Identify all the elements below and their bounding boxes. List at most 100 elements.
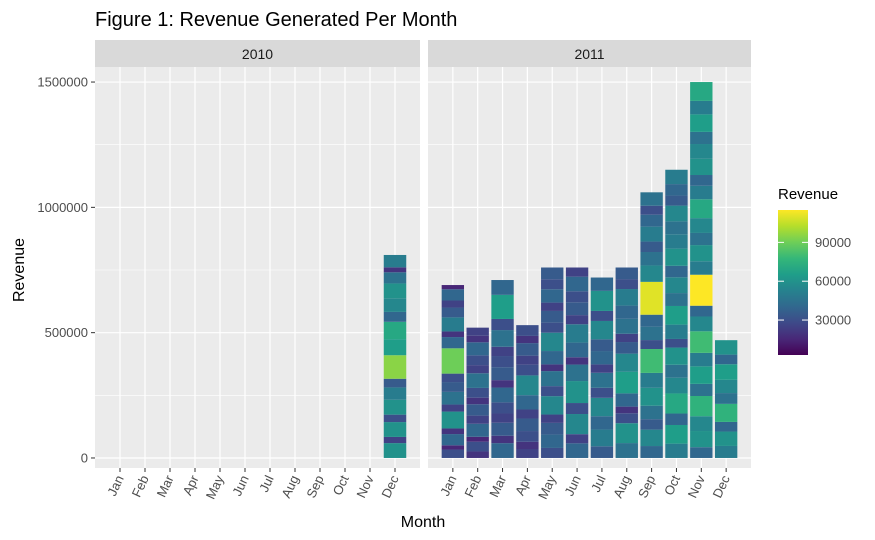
bar-segment bbox=[714, 421, 738, 432]
bar-segment bbox=[516, 325, 539, 336]
bar-segment bbox=[640, 349, 663, 373]
legend-colorbar bbox=[778, 210, 808, 355]
bar-segment bbox=[466, 415, 489, 424]
bar-segment bbox=[516, 343, 539, 356]
bar-segment bbox=[383, 436, 407, 444]
bar-segment bbox=[690, 199, 713, 219]
bar-segment bbox=[466, 404, 489, 416]
bar-segment bbox=[690, 114, 713, 132]
bar-segment bbox=[665, 413, 688, 425]
bar-segment bbox=[541, 351, 564, 365]
bar-segment bbox=[690, 185, 713, 200]
bar-segment bbox=[541, 386, 564, 397]
chart-title: Figure 1: Revenue Generated Per Month bbox=[95, 9, 457, 31]
bar-segment bbox=[615, 413, 638, 424]
bar-segment bbox=[665, 347, 688, 365]
bar-segment bbox=[690, 416, 713, 432]
bar-segment bbox=[516, 409, 539, 419]
bar-segment bbox=[565, 414, 589, 435]
bar-segment bbox=[541, 422, 564, 435]
bar-segment bbox=[590, 339, 614, 352]
bar-segment bbox=[466, 397, 489, 405]
bar-segment bbox=[615, 393, 638, 407]
bar-segment bbox=[665, 293, 688, 306]
bar-segment bbox=[383, 321, 407, 340]
bar-segment bbox=[441, 285, 465, 290]
bar-segment bbox=[690, 144, 713, 159]
bar-segment bbox=[491, 294, 514, 319]
bar-segment bbox=[565, 342, 589, 358]
bar-segment bbox=[665, 338, 688, 348]
bar-segment bbox=[383, 355, 407, 379]
bar-segment bbox=[665, 424, 688, 444]
bar-segment bbox=[516, 355, 539, 365]
facet-strip-label: 2011 bbox=[574, 46, 604, 62]
bar-segment bbox=[441, 404, 465, 412]
bar-segment bbox=[441, 331, 465, 338]
bar-segment bbox=[590, 320, 614, 340]
bar-segment bbox=[665, 221, 688, 235]
bar-segment bbox=[640, 405, 663, 420]
bar-segment bbox=[640, 326, 663, 341]
bar-segment bbox=[690, 447, 713, 458]
bars-2010 bbox=[383, 254, 407, 458]
bar-segment bbox=[541, 289, 564, 303]
bar-segment bbox=[541, 434, 564, 448]
bar-segment bbox=[441, 391, 465, 405]
bar-segment bbox=[615, 318, 638, 334]
bar-segment bbox=[615, 443, 638, 458]
bar-segment bbox=[690, 232, 713, 246]
bar-segment bbox=[441, 382, 465, 392]
bar-segment bbox=[690, 352, 713, 367]
bar-segment bbox=[565, 357, 589, 365]
facet-strip bbox=[428, 40, 751, 67]
bar-segment bbox=[383, 399, 407, 415]
bar-segment bbox=[516, 375, 539, 396]
bar-segment bbox=[441, 373, 465, 383]
bar-segment bbox=[466, 335, 489, 343]
bar-segment bbox=[565, 381, 589, 404]
bar-segment bbox=[590, 397, 614, 417]
facet-strip-label: 2010 bbox=[242, 46, 273, 62]
bar-segment bbox=[466, 327, 489, 336]
bar-segment bbox=[665, 195, 688, 206]
bar-segment bbox=[690, 305, 713, 317]
legend-ticks: 30000 60000 90000 bbox=[778, 235, 851, 328]
bar-segment bbox=[541, 279, 564, 290]
bar-segment bbox=[640, 252, 663, 266]
bar-segment bbox=[491, 346, 514, 357]
bar-segment bbox=[441, 449, 465, 458]
bar-segment bbox=[690, 175, 713, 186]
bar-segment bbox=[541, 302, 564, 311]
bar-segment bbox=[590, 416, 614, 430]
bar-segment bbox=[640, 429, 663, 447]
bar-segment bbox=[541, 371, 564, 387]
bar-segment bbox=[466, 441, 489, 452]
bar-segment bbox=[590, 351, 614, 365]
bar-segment bbox=[690, 274, 713, 306]
bar-segment bbox=[491, 380, 514, 388]
bar-segment bbox=[690, 395, 713, 417]
bar-segment bbox=[615, 353, 638, 372]
bar-segment bbox=[466, 423, 489, 437]
bar-segment bbox=[491, 413, 514, 423]
bar-segment bbox=[466, 355, 489, 366]
bar-segment bbox=[640, 387, 663, 406]
bar-segment bbox=[491, 387, 514, 403]
bar-segment bbox=[491, 435, 514, 444]
bar-segment bbox=[640, 281, 663, 315]
bar-segment bbox=[690, 82, 713, 101]
bar-segment bbox=[516, 335, 539, 344]
bar-segment bbox=[565, 403, 589, 415]
bar-segment bbox=[441, 434, 465, 446]
bar-segment bbox=[690, 131, 713, 145]
bar-segment bbox=[615, 333, 638, 343]
bar-segment bbox=[590, 446, 614, 458]
bar-segment bbox=[441, 300, 465, 308]
bar-segment bbox=[516, 395, 539, 410]
bar-segment bbox=[714, 340, 738, 355]
bar-segment bbox=[714, 393, 738, 404]
